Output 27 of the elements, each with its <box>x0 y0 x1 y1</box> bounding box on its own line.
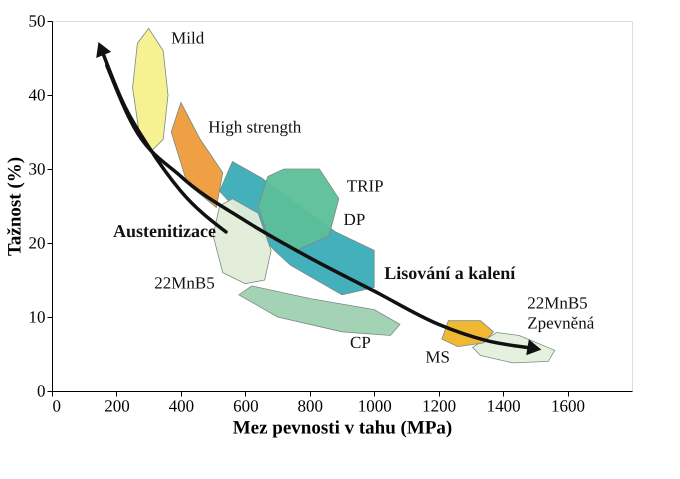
x-axis-title: Mez pevnosti v tahu (MPa) <box>232 418 452 438</box>
y-tick-label: 20 <box>28 234 46 252</box>
y-tick-label: 30 <box>28 160 46 178</box>
y-tick-label: 10 <box>28 308 46 326</box>
y-axis-title: Tažnost (%) <box>4 156 26 256</box>
y-tick-label: 0 <box>37 382 46 400</box>
series-label: High strength <box>208 117 302 136</box>
y-tick-label: 40 <box>28 86 46 104</box>
y-tick-label: 50 <box>28 12 46 30</box>
x-tick-label: 200 <box>104 396 130 416</box>
series-label: 22MnB5 <box>154 274 215 293</box>
series-label: CP <box>350 332 371 352</box>
x-tick-label: 1000 <box>358 396 392 416</box>
x-tick-label: 1200 <box>422 396 456 416</box>
x-tick-label: 800 <box>298 396 324 416</box>
x-tick-label: 1400 <box>486 396 521 416</box>
series-label: Mild <box>171 28 205 48</box>
x-tick-label: 0 <box>52 396 61 416</box>
annotation: Lisování a kalení <box>384 263 516 284</box>
x-tick-label: 1600 <box>551 396 586 416</box>
x-tick-label: 400 <box>168 396 194 416</box>
x-tick-label: 600 <box>233 396 259 416</box>
annotation: Austenitizace <box>113 220 216 241</box>
series-label: DP <box>344 210 366 229</box>
series-label: TRIP <box>346 176 384 196</box>
series-label: MS <box>425 348 450 367</box>
series-label: 22MnB5 Zpevněná <box>527 294 595 332</box>
